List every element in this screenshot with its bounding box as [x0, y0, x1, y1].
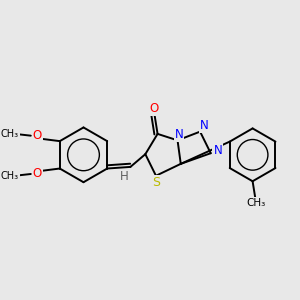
Text: CH₃: CH₃: [246, 198, 266, 208]
Text: CH₃: CH₃: [1, 171, 19, 181]
Text: S: S: [152, 176, 160, 189]
Text: O: O: [33, 167, 42, 181]
Text: H: H: [120, 170, 129, 183]
Text: CH₃: CH₃: [1, 129, 19, 139]
Text: O: O: [150, 102, 159, 115]
Text: N: N: [175, 128, 184, 141]
Text: O: O: [33, 129, 42, 142]
Text: N: N: [213, 144, 222, 157]
Text: N: N: [200, 119, 208, 132]
